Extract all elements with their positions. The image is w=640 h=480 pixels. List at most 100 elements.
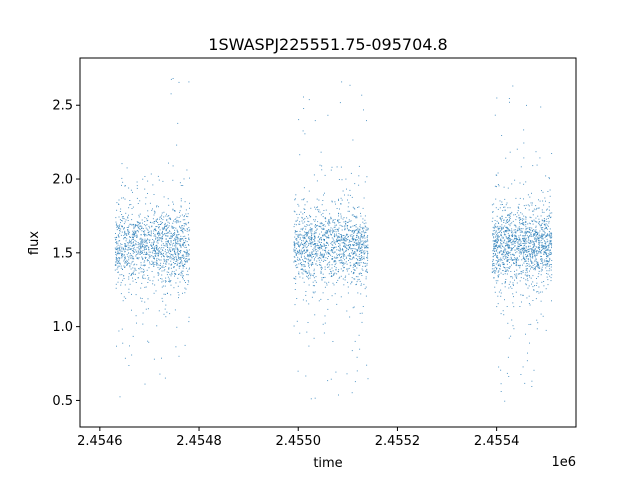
data-point: [516, 248, 518, 250]
data-point: [498, 259, 500, 261]
data-point: [508, 337, 510, 339]
data-point: [124, 185, 126, 187]
data-point: [551, 232, 552, 234]
data-point: [331, 249, 333, 251]
data-point: [134, 234, 136, 236]
data-point: [494, 220, 496, 221]
data-point: [334, 260, 336, 262]
data-point: [145, 203, 147, 205]
data-point: [173, 242, 174, 244]
data-point: [133, 251, 135, 252]
data-point: [354, 238, 356, 240]
data-point: [181, 244, 183, 246]
data-point: [175, 248, 177, 250]
data-point: [319, 248, 321, 250]
data-point: [309, 240, 310, 242]
data-point: [501, 224, 503, 226]
data-point: [147, 239, 149, 241]
data-point: [342, 262, 343, 264]
data-point: [295, 249, 296, 251]
data-point: [188, 227, 190, 229]
data-point: [534, 285, 535, 287]
data-point: [347, 234, 349, 236]
data-point: [533, 252, 535, 254]
data-point: [350, 283, 352, 285]
data-point: [309, 259, 311, 261]
data-point: [550, 277, 552, 279]
data-point: [313, 250, 314, 252]
data-point: [346, 247, 348, 249]
data-point: [344, 226, 346, 228]
data-point: [361, 251, 362, 253]
data-point: [498, 185, 500, 187]
data-point: [532, 210, 533, 212]
data-point: [549, 242, 551, 244]
data-point: [535, 234, 537, 236]
data-point: [530, 277, 532, 279]
data-point: [326, 282, 328, 284]
data-point: [502, 228, 504, 230]
data-point: [541, 234, 543, 236]
data-point: [153, 257, 155, 259]
data-point: [352, 206, 354, 208]
data-point: [136, 187, 138, 189]
data-point: [526, 360, 528, 362]
data-point: [326, 241, 328, 243]
data-point: [183, 245, 185, 247]
data-point: [185, 224, 187, 226]
data-point: [180, 252, 181, 254]
data-point: [364, 246, 366, 248]
data-point: [294, 232, 296, 234]
data-point: [336, 282, 338, 283]
data-point: [493, 237, 495, 239]
data-point: [518, 248, 520, 249]
data-point: [134, 233, 135, 235]
data-point: [544, 261, 546, 263]
data-point: [354, 278, 356, 280]
data-point: [360, 236, 362, 238]
data-point: [185, 255, 187, 257]
data-point: [149, 254, 151, 256]
data-point: [511, 264, 512, 266]
data-point: [318, 235, 320, 237]
data-point: [165, 245, 167, 247]
data-point: [177, 231, 179, 233]
data-point: [354, 269, 356, 271]
data-point: [135, 273, 136, 275]
data-point: [327, 229, 329, 231]
data-point: [341, 256, 343, 257]
data-point: [544, 228, 546, 230]
data-point: [320, 245, 322, 247]
data-point: [362, 231, 364, 233]
data-point: [366, 255, 368, 257]
data-point: [321, 268, 322, 270]
data-point: [540, 224, 542, 226]
data-point: [314, 120, 316, 122]
data-point: [494, 272, 496, 274]
data-point: [172, 179, 174, 181]
data-point: [504, 230, 506, 232]
data-point: [505, 269, 507, 271]
data-point: [123, 249, 125, 251]
data-point: [301, 242, 302, 244]
data-point: [542, 315, 544, 317]
data-point: [154, 235, 156, 237]
data-point: [321, 204, 323, 206]
data-point: [158, 239, 160, 241]
data-point: [306, 216, 307, 218]
data-point: [188, 255, 190, 257]
data-point: [498, 228, 500, 230]
data-point: [356, 283, 357, 285]
data-point: [187, 244, 189, 245]
data-point: [347, 236, 349, 238]
data-point: [340, 213, 342, 215]
data-point: [335, 269, 337, 271]
data-point: [122, 226, 123, 228]
data-point: [314, 219, 316, 221]
data-point: [342, 237, 344, 239]
data-point: [522, 220, 523, 222]
data-point: [540, 224, 542, 226]
data-point: [137, 277, 139, 279]
data-point: [548, 242, 550, 244]
data-point: [140, 234, 142, 236]
